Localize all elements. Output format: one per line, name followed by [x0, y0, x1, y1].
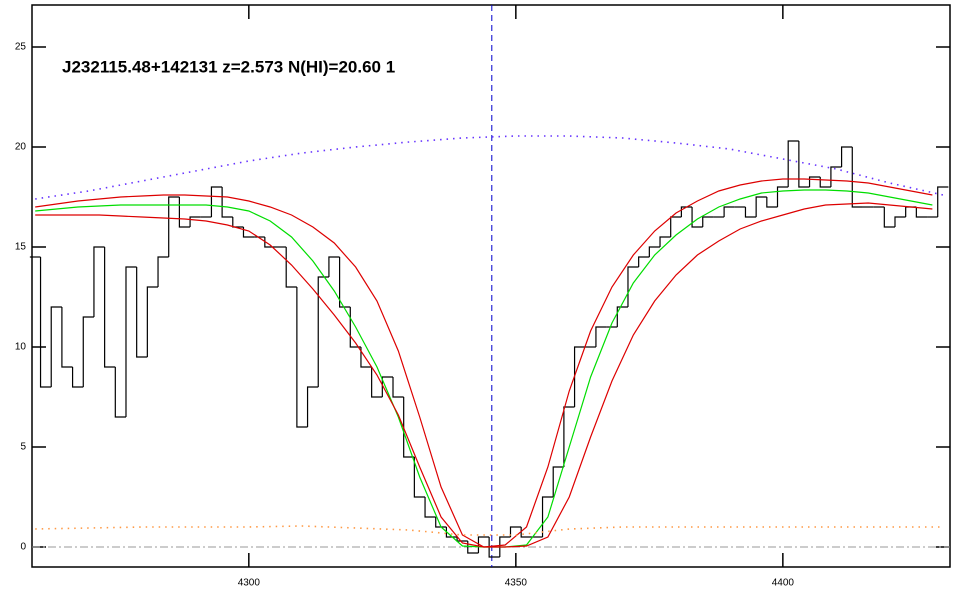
- flux-step: [744, 207, 757, 218]
- flux-step: [360, 347, 372, 368]
- chart-title: J232115.48+142131 z=2.573 N(HI)=20.60 1: [62, 57, 395, 76]
- flux-step: [509, 526, 522, 537]
- flux-step: [723, 206, 735, 217]
- flux-step: [851, 147, 863, 208]
- flux-step: [392, 377, 404, 398]
- flux-step: [381, 376, 394, 397]
- flux-step: [659, 236, 671, 247]
- flux-step: [883, 207, 895, 228]
- flux-step: [317, 276, 329, 387]
- flux-step: [499, 536, 511, 557]
- flux-step: [915, 207, 928, 218]
- flux-step: [937, 186, 949, 217]
- flux-step: [157, 256, 169, 287]
- flux-step: [413, 457, 426, 498]
- x-tick-label: 4400: [772, 578, 795, 589]
- x-tick-label: 4350: [505, 578, 528, 589]
- flux-step: [798, 141, 810, 188]
- flux-step: [445, 527, 458, 538]
- flux-step: [808, 176, 821, 187]
- flux-step: [242, 227, 255, 238]
- flux-step: [39, 257, 52, 388]
- flux-step: [125, 266, 137, 417]
- flux-step: [840, 146, 853, 167]
- flux-step: [638, 256, 650, 267]
- flux-step: [136, 267, 148, 358]
- flux-step: [488, 537, 500, 558]
- flux-step: [776, 186, 789, 207]
- flux-step: [146, 286, 159, 357]
- flux-step: [787, 140, 799, 187]
- flux-step: [339, 257, 351, 308]
- flux-step: [435, 517, 447, 528]
- flux-step: [680, 206, 693, 217]
- flux-step: [189, 216, 201, 227]
- flux-step: [595, 326, 607, 347]
- y-tick-label: 10: [15, 342, 27, 353]
- flux-step: [168, 196, 180, 257]
- flux-step: [328, 256, 340, 277]
- x-tick-label: 4300: [238, 578, 261, 589]
- flux-step: [306, 386, 319, 427]
- flux-step: [50, 306, 62, 387]
- y-tick-label: 0: [20, 542, 26, 553]
- flux-step: [71, 367, 84, 388]
- flux-step: [766, 197, 778, 208]
- flux-step: [691, 207, 703, 228]
- flux-step: [552, 466, 564, 497]
- flux-step: [114, 367, 126, 418]
- flux-step: [648, 246, 661, 257]
- flux-step: [520, 527, 532, 538]
- flux-step: [573, 346, 586, 407]
- flux-step: [61, 307, 73, 368]
- flux-step: [424, 497, 436, 518]
- plot-frame: [31, 4, 951, 568]
- flux-step: [210, 186, 223, 217]
- flux-step: [563, 406, 575, 467]
- y-tick-label: 15: [15, 242, 27, 253]
- y-tick-label: 20: [15, 142, 27, 153]
- flux-step: [702, 216, 714, 227]
- lower-line: [35, 202, 933, 548]
- y-tick-label: 5: [20, 442, 26, 453]
- flux-step: [477, 536, 490, 553]
- flux-step: [178, 197, 191, 228]
- flux-step: [371, 367, 383, 398]
- flux-step: [755, 196, 767, 217]
- flux-step: [894, 216, 906, 227]
- flux-step: [82, 316, 94, 387]
- flux-step: [104, 247, 116, 368]
- flux-step: [349, 307, 361, 348]
- flux-step: [467, 541, 479, 554]
- flux-step: [616, 306, 628, 327]
- flux-step: [296, 287, 308, 428]
- flux-step: [93, 246, 105, 317]
- y-tick-label: 25: [15, 42, 27, 53]
- flux-step: [403, 397, 415, 458]
